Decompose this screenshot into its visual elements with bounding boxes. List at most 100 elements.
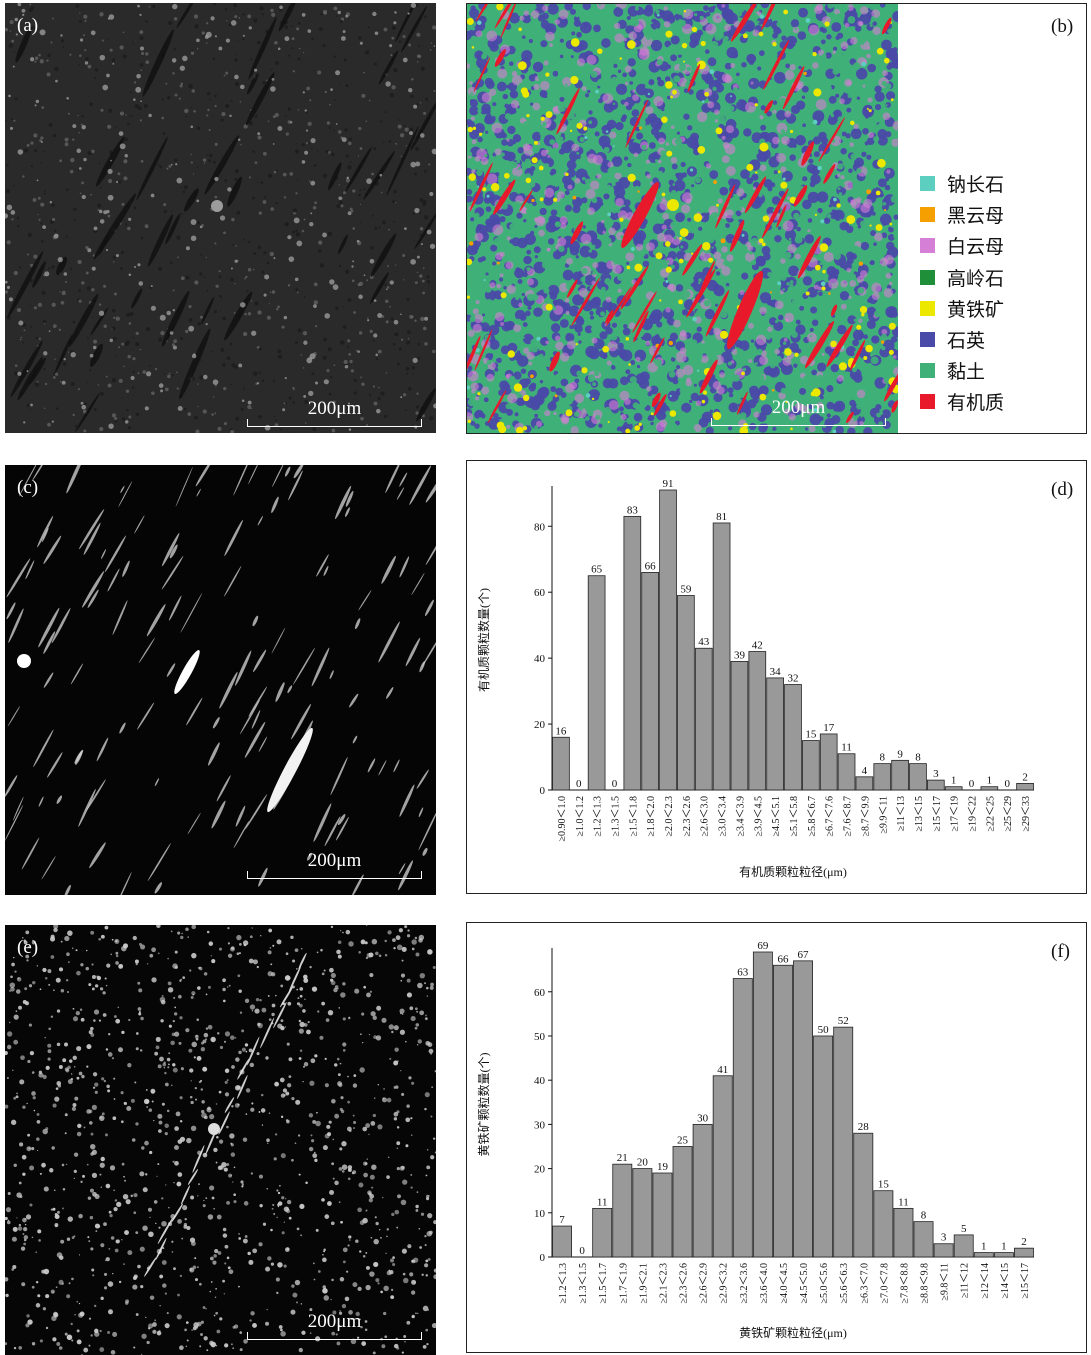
organic-streak	[122, 560, 130, 577]
legend-swatch	[920, 269, 935, 285]
muscovite-grain	[849, 142, 855, 147]
muscovite-grain	[858, 318, 863, 323]
quartz-grain	[467, 195, 473, 203]
grain	[339, 19, 343, 23]
organic-streak	[272, 465, 285, 488]
pyrite-grain	[352, 1083, 358, 1088]
pyrite-grain	[80, 1180, 83, 1184]
grain	[382, 220, 386, 225]
clay-grain	[784, 427, 788, 430]
grain	[200, 359, 202, 361]
muscovite-grain	[523, 347, 530, 355]
muscovite-grain	[567, 184, 573, 190]
pyrite-grain	[36, 1112, 40, 1116]
grain	[197, 322, 201, 326]
grain	[400, 155, 402, 157]
grain	[135, 342, 140, 347]
clay-grain	[877, 123, 883, 129]
pyrite-grain	[355, 1239, 359, 1243]
muscovite-grain	[602, 93, 614, 104]
grain	[355, 349, 358, 352]
quartz-grain	[636, 364, 641, 369]
grain	[347, 297, 352, 302]
pyrite-grain	[683, 9, 687, 13]
organic-streak	[239, 699, 260, 735]
muscovite-grain	[701, 340, 705, 344]
grain	[178, 97, 181, 100]
clay-grain	[489, 261, 492, 264]
pyrite-grain	[162, 1062, 167, 1067]
x-tick-label: ≥7.6＜8.7	[843, 796, 854, 837]
muscovite-grain	[813, 284, 819, 290]
grain	[118, 180, 122, 184]
pyrite-grain	[92, 1191, 97, 1197]
bright-grain	[407, 12, 410, 15]
pyrite-grain	[741, 371, 745, 376]
grain	[360, 376, 362, 379]
biotite-grain	[668, 340, 674, 346]
quartz-grain	[850, 128, 862, 140]
quartz-grain	[468, 8, 480, 19]
grain	[223, 74, 226, 77]
grain	[303, 51, 305, 54]
clay-grain	[679, 63, 687, 72]
muscovite-grain	[681, 204, 691, 214]
grain	[40, 222, 43, 225]
quartz-grain	[499, 216, 506, 223]
x-tick-label: ≥1.8＜2.0	[646, 796, 657, 837]
grain	[267, 173, 273, 178]
bright-grain	[103, 210, 108, 215]
bright-grain	[313, 304, 317, 309]
grain	[258, 211, 262, 215]
muscovite-grain	[776, 152, 787, 163]
clay-grain	[470, 92, 474, 96]
quartz-grain	[886, 64, 893, 70]
pyrite-grain	[496, 421, 505, 430]
organic-streak	[253, 649, 267, 673]
grain	[384, 283, 387, 286]
pyrite-grain	[719, 330, 729, 339]
grain	[289, 271, 291, 273]
clay-grain	[885, 375, 889, 379]
clay-grain	[595, 415, 601, 421]
pyrite-grain	[865, 344, 873, 353]
grain	[34, 60, 37, 63]
pyrite-grain	[57, 1216, 60, 1218]
grain	[368, 394, 372, 397]
pyrite-grain	[56, 1342, 61, 1346]
bright-grain	[106, 73, 110, 78]
organic-streak	[801, 141, 815, 166]
grain	[57, 423, 60, 425]
biotite-grain	[827, 292, 831, 295]
organic-streak	[112, 600, 128, 635]
grain	[307, 121, 312, 126]
bar-value-label: 2	[1022, 771, 1028, 783]
pyrite-grain	[179, 1096, 183, 1100]
pyrite-grain	[364, 1320, 368, 1323]
pyrite-grain	[52, 1207, 56, 1211]
muscovite-grain	[739, 289, 745, 296]
clay-grain	[708, 229, 714, 235]
pyrite-grain	[83, 1347, 89, 1353]
pyrite-grain	[812, 51, 817, 57]
pyrite-grain	[116, 1201, 122, 1207]
muscovite-grain	[712, 13, 723, 24]
quartz-grain	[736, 99, 748, 111]
clay-grain	[617, 273, 625, 281]
pyrite-grain	[785, 400, 788, 404]
pyrite-grain	[222, 987, 226, 992]
grain	[323, 337, 327, 342]
clay-grain	[809, 301, 813, 304]
pyrite-grain	[202, 1039, 207, 1044]
grain	[206, 91, 211, 96]
muscovite-grain	[596, 173, 602, 179]
clay-grain	[667, 44, 676, 53]
muscovite-grain	[623, 37, 627, 42]
quartz-grain	[540, 19, 551, 30]
clay-grain	[652, 299, 660, 307]
bright-grain	[414, 207, 420, 214]
organic-streak	[154, 882, 163, 894]
muscovite-grain	[657, 159, 662, 164]
pyrite-grain	[99, 1173, 102, 1176]
clay-grain	[879, 344, 883, 348]
